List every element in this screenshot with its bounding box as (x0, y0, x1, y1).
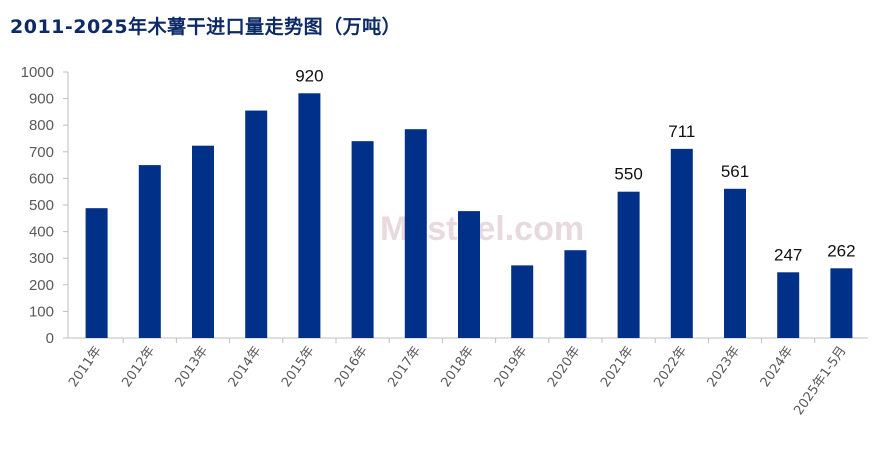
data-label: 550 (614, 165, 642, 184)
y-tick-label: 600 (29, 170, 54, 187)
x-tick-label: 2019年 (492, 344, 531, 390)
x-tick-label: 2023年 (705, 344, 744, 390)
bar (724, 188, 746, 338)
bars (85, 93, 853, 338)
bar (404, 129, 427, 338)
x-tick-label: 2013年 (173, 344, 212, 390)
y-tick-label: 1000 (21, 64, 54, 81)
y-tick-label: 800 (29, 117, 54, 134)
x-tick-label: 2025年1-5月 (791, 344, 849, 418)
x-tick-label: 2024年 (758, 344, 797, 390)
data-label: 561 (721, 162, 749, 181)
bar (511, 265, 534, 338)
y-tick-label: 900 (29, 91, 54, 108)
x-tick-label: 2012年 (119, 344, 158, 390)
x-tick-label: 2022年 (651, 344, 690, 390)
y-tick-label: 100 (29, 303, 54, 320)
data-label: 247 (774, 245, 802, 264)
bar (245, 110, 268, 338)
x-tick-label: 2016年 (332, 344, 371, 390)
x-tick-label: 2014年 (226, 344, 265, 390)
x-tick-label: 2021年 (598, 344, 637, 390)
y-tick-label: 300 (29, 250, 54, 267)
bar (192, 145, 214, 338)
data-label: 262 (827, 241, 855, 260)
bar (777, 272, 800, 338)
bar (351, 141, 374, 338)
y-tick-label: 200 (29, 277, 54, 294)
data-label: 711 (668, 122, 695, 141)
bar (617, 191, 640, 338)
bar (830, 268, 853, 338)
y-tick-label: 500 (29, 197, 54, 214)
y-tick-label: 700 (29, 144, 54, 161)
bar (85, 208, 108, 338)
x-tick-label: 2011年 (66, 344, 105, 390)
data-labels: 920 550 711 561 247 262 (295, 66, 855, 264)
chart-title: 2011-2025年木薯干进口量走势图（万吨） (10, 16, 402, 38)
x-tick-label: 2020年 (545, 344, 584, 390)
bar (138, 165, 161, 338)
bar (458, 211, 480, 338)
y-tick-label: 0 (46, 330, 54, 347)
bar (298, 93, 321, 338)
x-tick-label: 2017年 (385, 344, 424, 390)
x-tick-label: 2018年 (439, 344, 478, 390)
x-tick-label: 2015年 (279, 344, 318, 390)
bar (564, 250, 587, 338)
y-tick-label: 400 (29, 224, 54, 241)
bar (670, 148, 693, 338)
data-label: 920 (295, 66, 323, 85)
